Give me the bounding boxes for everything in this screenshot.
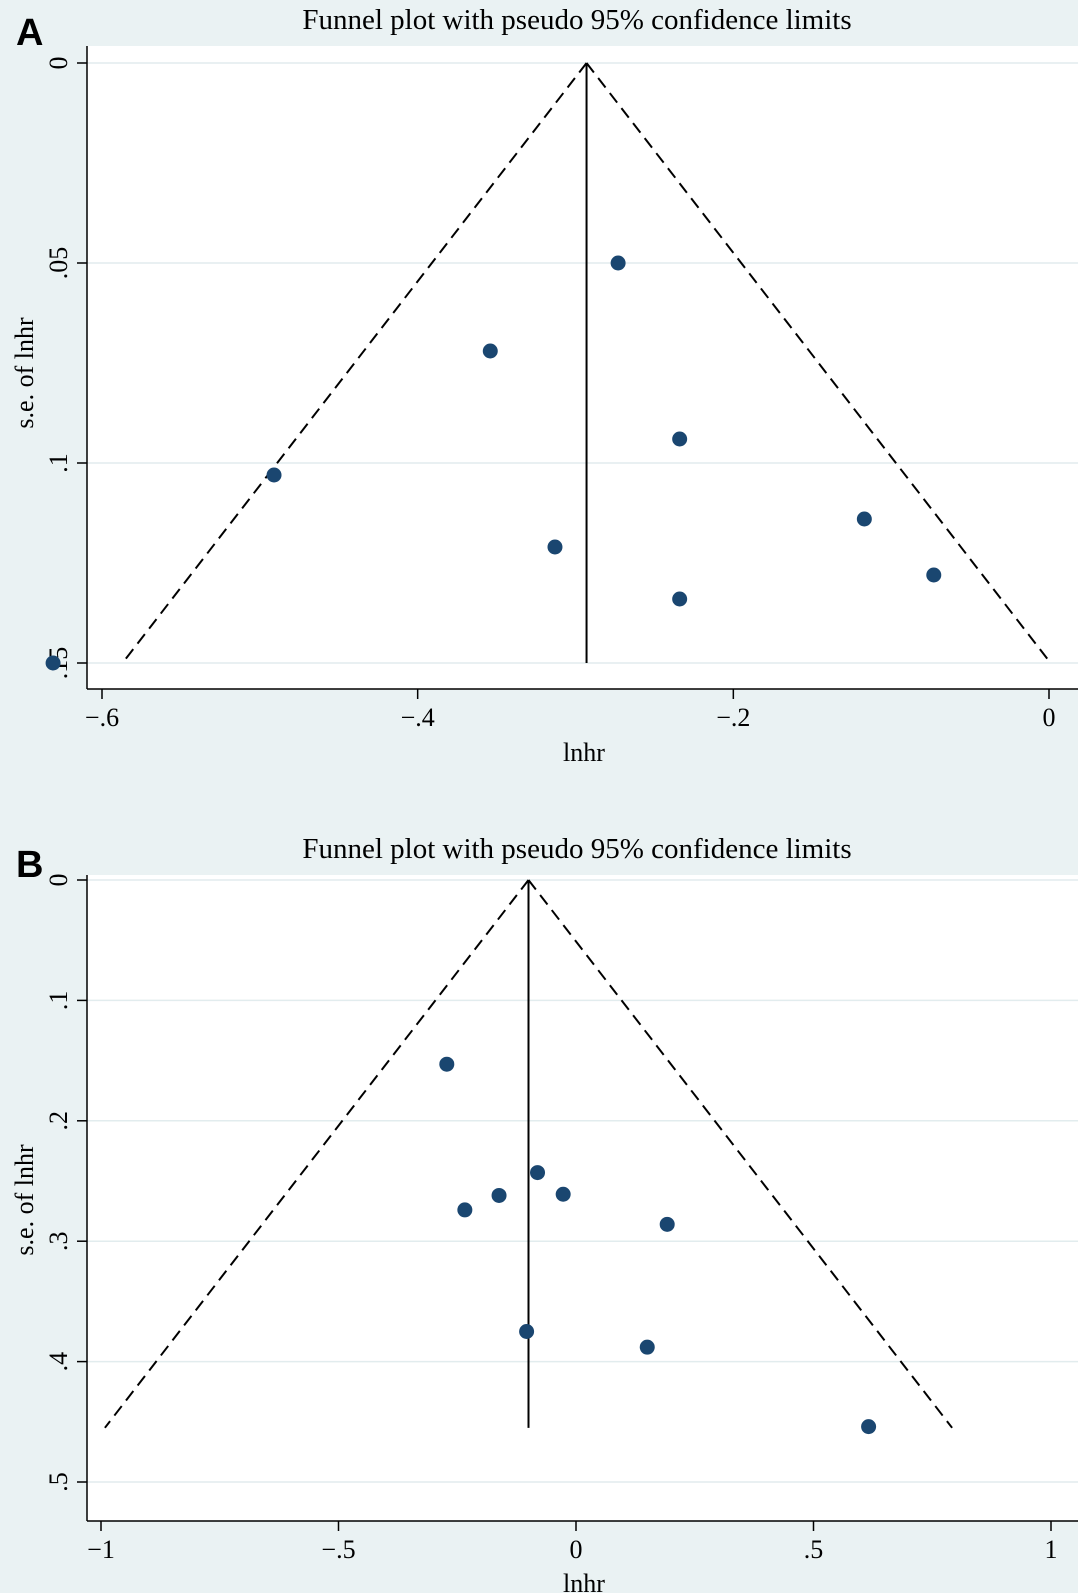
funnel-plot-panel-b: B Funnel plot with pseudo 95% confidence…	[0, 800, 1078, 1593]
y-tick-label: .05	[44, 247, 73, 280]
study-point	[482, 343, 498, 359]
y-tick-label: 0	[44, 874, 73, 887]
confidence-limits	[121, 62, 1052, 664]
study-point	[861, 1419, 877, 1435]
y-tick-label: .4	[44, 1352, 73, 1372]
study-point	[610, 255, 626, 271]
y-tick-label: 0	[44, 57, 73, 70]
plot-area	[87, 46, 1078, 689]
panel-label: A	[16, 12, 43, 54]
x-ticks: −.6 −.4 −.2 0	[85, 689, 1056, 732]
y-ticks: 0 .1 .2 .3 .4 .5	[44, 874, 87, 1492]
study-point	[45, 655, 61, 671]
lower-confidence-limit	[121, 62, 588, 664]
x-tick-label: −.6	[85, 703, 119, 732]
grid-lines	[87, 62, 1078, 664]
funnel-plot-panel-a: A Funnel plot with pseudo 95% confidence…	[0, 0, 1078, 800]
x-tick-label: 0	[1043, 703, 1056, 732]
upper-confidence-limit	[585, 62, 1052, 664]
study-point	[266, 467, 282, 483]
y-tick-label: .5	[44, 1472, 73, 1492]
x-tick-label: −1	[87, 1535, 115, 1564]
study-point	[439, 1056, 455, 1072]
study-point	[639, 1339, 655, 1355]
study-point	[530, 1165, 546, 1181]
study-point	[856, 511, 872, 527]
y-tick-label: .3	[44, 1231, 73, 1251]
study-point	[672, 431, 688, 447]
study-point	[926, 567, 942, 583]
x-ticks: −1 −.5 0 .5 1	[87, 1521, 1058, 1564]
study-point	[491, 1187, 507, 1203]
x-axis-title: lnhr	[563, 738, 605, 767]
study-point	[672, 591, 688, 607]
x-tick-label: −.2	[716, 703, 750, 732]
x-axis-title: lnhr	[563, 1569, 605, 1593]
axes	[86, 46, 1078, 690]
study-point	[659, 1216, 675, 1232]
plot-area	[87, 875, 1078, 1521]
study-point	[555, 1186, 571, 1202]
y-ticks: 0.05.1.15	[44, 57, 87, 679]
panel-label: B	[16, 844, 43, 886]
upper-confidence-limit	[527, 879, 953, 1429]
chart-title: Funnel plot with pseudo 95% confidence l…	[302, 833, 851, 865]
study-points	[439, 1056, 877, 1435]
y-axis-title: s.e. of lnhr	[10, 1144, 39, 1256]
x-tick-label: −.4	[401, 703, 435, 732]
axes	[86, 875, 1078, 1522]
x-tick-label: −.5	[321, 1535, 355, 1564]
study-points	[45, 255, 942, 671]
x-tick-label: .5	[804, 1535, 824, 1564]
study-point	[547, 539, 563, 555]
grid-lines	[87, 879, 1078, 1483]
x-tick-label: 1	[1045, 1535, 1058, 1564]
chart-title: Funnel plot with pseudo 95% confidence l…	[302, 4, 851, 36]
y-tick-label: .1	[44, 453, 73, 473]
study-point	[519, 1324, 535, 1339]
x-tick-label: 0	[570, 1535, 583, 1564]
lower-confidence-limit	[104, 879, 530, 1429]
y-tick-label: .2	[44, 1111, 73, 1131]
y-tick-label: .1	[44, 991, 73, 1011]
study-point	[457, 1202, 473, 1218]
y-axis-title: s.e. of lnhr	[10, 317, 39, 429]
